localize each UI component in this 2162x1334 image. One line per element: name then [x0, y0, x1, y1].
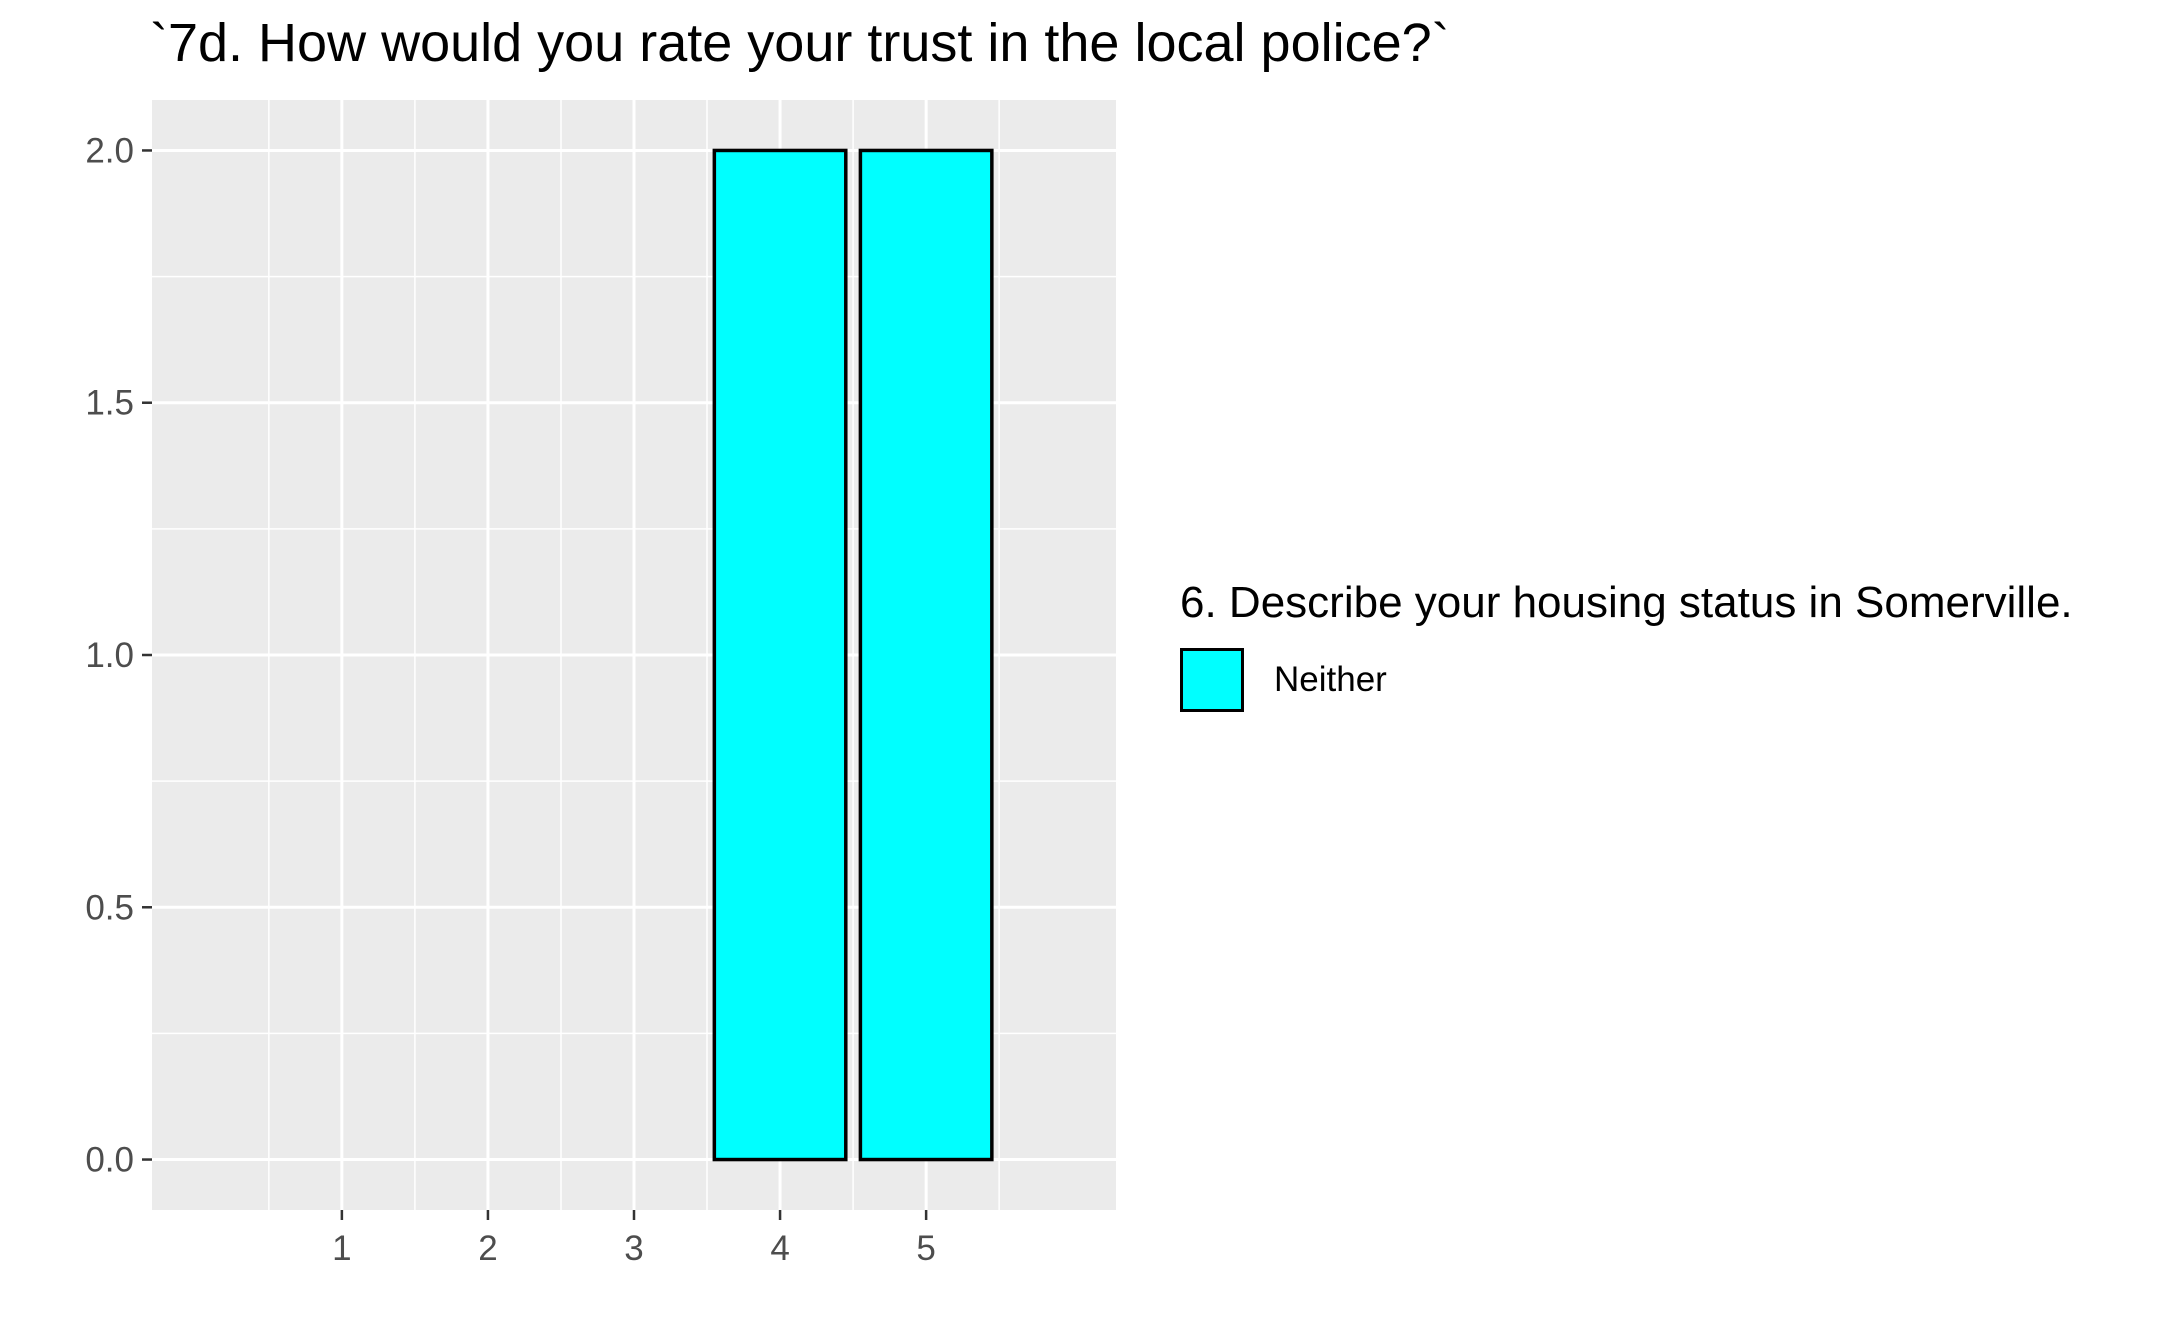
legend-key-swatch [1180, 648, 1244, 712]
legend-title: 6. Describe your housing status in Somer… [1180, 578, 2073, 627]
chart-title: `7d. How would you rate your trust in th… [150, 13, 1450, 73]
bar [712, 148, 848, 1162]
x-tick-label: 1 [332, 1229, 351, 1268]
y-tick-label: 2.0 [85, 131, 134, 170]
y-tick-label: 1.5 [85, 384, 134, 423]
bar [858, 148, 994, 1162]
legend: 6. Describe your housing status in Somer… [1180, 578, 2073, 712]
x-axis: 1 2 3 4 5 [332, 1210, 936, 1268]
x-tick-label: 2 [478, 1229, 497, 1268]
y-tick-label: 1.0 [85, 636, 134, 675]
x-tick-label: 3 [624, 1229, 643, 1268]
y-tick-label: 0.5 [85, 888, 134, 927]
legend-label: Neither [1274, 660, 1387, 699]
y-axis: 0.0 0.5 1.0 1.5 2.0 [85, 131, 152, 1180]
x-tick-label: 4 [770, 1229, 789, 1268]
bars [712, 148, 994, 1162]
y-tick-label: 0.0 [85, 1141, 134, 1180]
x-tick-label: 5 [916, 1229, 935, 1268]
legend-item-neither: Neither [1180, 648, 2073, 712]
